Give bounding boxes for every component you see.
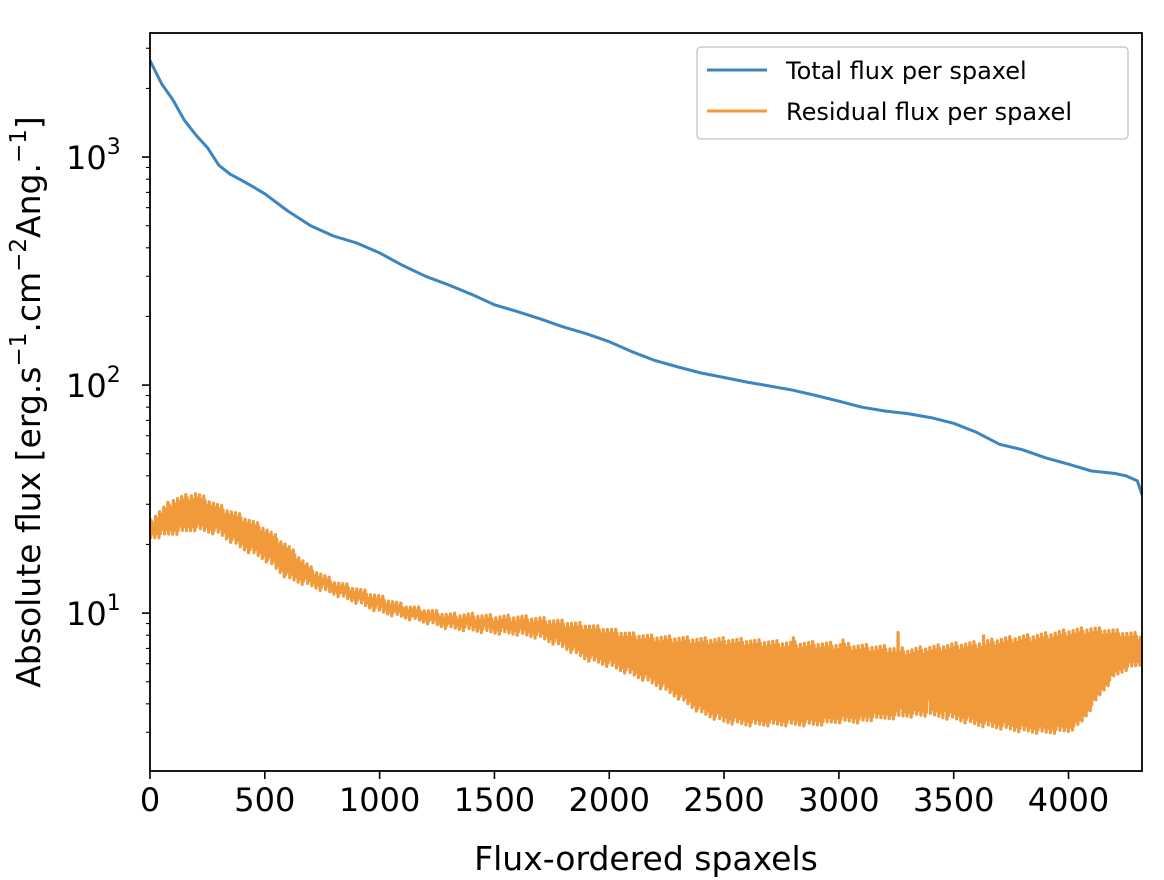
y-tick-exponent: 2	[107, 363, 121, 388]
x-tick-label: 2000	[569, 781, 650, 819]
x-tick-label: 2500	[683, 781, 764, 819]
y-tick-label: 103	[66, 135, 121, 177]
y-tick-exponent: 3	[107, 135, 121, 160]
x-tick-label: 1000	[339, 781, 420, 819]
y-tick-label: 102	[66, 363, 121, 405]
legend-label-residual: Residual flux per spaxel	[786, 98, 1072, 126]
legend: Total flux per spaxel Residual flux per …	[696, 46, 1129, 140]
y-tick-label: 101	[66, 591, 121, 633]
y-axis-title-part: Ang.	[9, 163, 48, 238]
legend-label-total: Total flux per spaxel	[785, 57, 1027, 85]
series-residual-line	[150, 492, 1142, 735]
x-tick-label: 1500	[454, 781, 535, 819]
y-tick-base: 10	[66, 367, 107, 405]
plot-frame	[149, 32, 1143, 772]
x-tick-label: 4000	[1028, 781, 1109, 819]
y-tick-base: 10	[66, 595, 107, 633]
y-axis-title-superscript: −2	[6, 238, 32, 272]
x-axis-title: Flux-ordered spaxels	[474, 839, 818, 878]
x-tick-label: 0	[140, 781, 160, 819]
series-layer	[150, 59, 1142, 735]
y-axis-title-superscript: −1	[6, 333, 32, 367]
y-axis-title-part: .cm	[9, 272, 48, 333]
y-tick-base: 10	[66, 139, 107, 177]
x-tick-label: 500	[234, 781, 295, 819]
y-axis-title: Absolute flux [erg.s−1.cm−2Ang.−1]	[6, 116, 48, 688]
series-total-line	[150, 59, 1142, 496]
y-axis-title-part: Absolute flux [erg.s	[9, 367, 48, 688]
y-axis-title-part: ]	[9, 116, 48, 129]
x-tick-label: 3500	[913, 781, 994, 819]
y-tick-exponent: 1	[107, 591, 121, 616]
x-axis: 0 500 1000 1500 2000 2500 3000 3500 4000	[140, 771, 1109, 819]
x-tick-label: 3000	[798, 781, 879, 819]
legend-box	[696, 46, 1129, 140]
y-axis-title-superscript: −1	[6, 129, 32, 163]
